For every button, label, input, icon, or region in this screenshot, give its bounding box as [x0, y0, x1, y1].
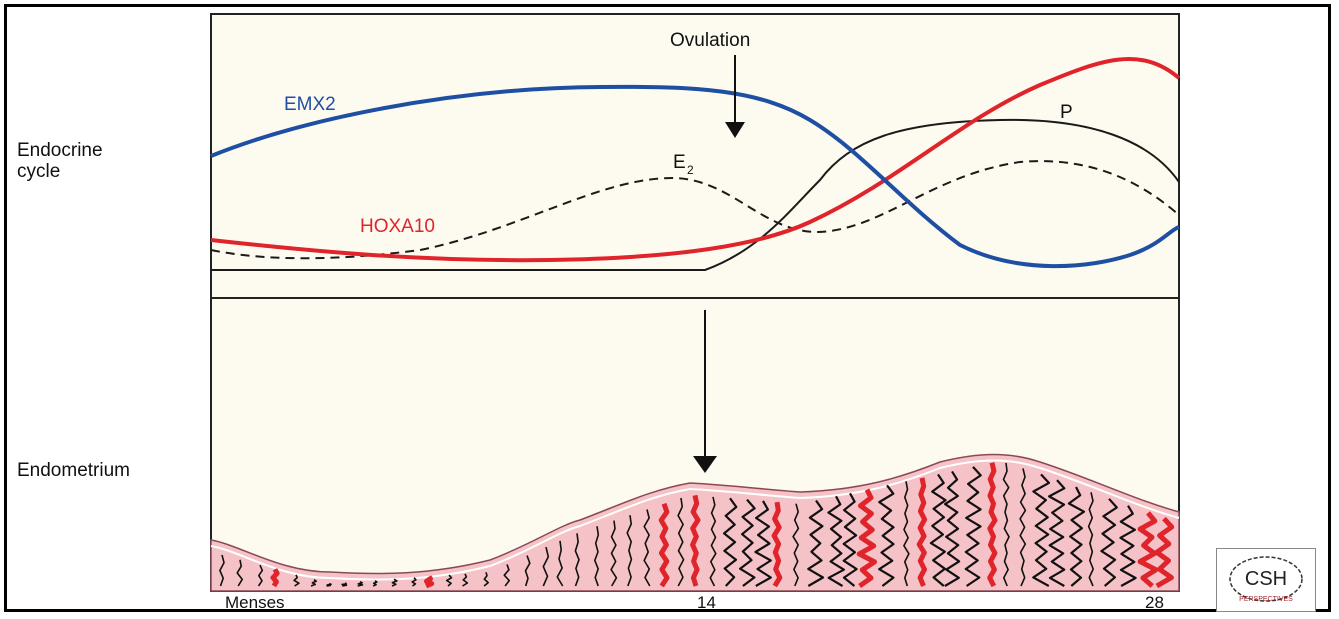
gland [1067, 486, 1086, 587]
gland [610, 520, 618, 587]
gland [556, 540, 564, 587]
endocrine-cycle-label: Endocrine cycle [17, 140, 103, 182]
gland [462, 573, 469, 587]
gland [916, 477, 928, 587]
csh-logo-badge: CSH PERSPECTIVES [1216, 548, 1316, 612]
gland [771, 501, 783, 588]
gland [1154, 516, 1175, 589]
gland [411, 577, 417, 587]
endometrium-surface [210, 459, 1180, 581]
gland [643, 509, 651, 587]
gland [677, 497, 685, 587]
e2-label: E [673, 152, 686, 173]
gland [445, 574, 453, 587]
gland [827, 495, 845, 587]
gland [792, 503, 800, 587]
progesterone-curve [211, 118, 1180, 271]
gland [723, 497, 738, 587]
gland [987, 462, 998, 588]
endometrium-label: Endometrium [17, 460, 130, 481]
endometrial-glands [219, 462, 1175, 589]
gland [754, 500, 772, 587]
gland [326, 582, 332, 587]
gland [219, 554, 225, 587]
gland [293, 574, 300, 587]
gland [1087, 492, 1094, 587]
hoxa10-label: HOXA10 [360, 216, 435, 237]
gland [1119, 505, 1137, 587]
p-label: P [1060, 102, 1073, 123]
gland [690, 494, 701, 587]
e2-subscript: 2 [687, 163, 694, 177]
emx2-curve [210, 84, 1180, 269]
gland [483, 572, 489, 587]
gland [424, 575, 435, 589]
gland [391, 578, 398, 587]
gland [372, 579, 378, 587]
gland [503, 564, 510, 587]
gland [626, 515, 633, 587]
gland [709, 496, 717, 587]
gland [964, 466, 982, 587]
gland [658, 502, 670, 588]
gland [270, 568, 280, 588]
gland [1048, 479, 1066, 587]
ovulation-arrow-head [725, 122, 745, 138]
gland [594, 526, 600, 587]
emx2-label: EMX2 [284, 94, 336, 115]
axis-menses: Menses [225, 593, 285, 612]
gland [357, 581, 364, 587]
axis-day-14: 14 [697, 593, 716, 612]
ovulation-label: Ovulation [670, 30, 750, 51]
gland [1032, 473, 1050, 587]
gland [542, 546, 550, 587]
gland [944, 470, 961, 587]
gland [1002, 462, 1010, 587]
transition-arrow-head [693, 456, 717, 473]
axis-day-28: 28 [1145, 593, 1164, 612]
gland [574, 533, 580, 587]
gland [929, 473, 947, 587]
gland [807, 499, 825, 587]
csh-logo-subtext: PERSPECTIVES [1239, 596, 1293, 603]
gland [524, 555, 531, 587]
gland [257, 564, 264, 587]
gland [1137, 511, 1159, 588]
gland [1019, 468, 1027, 587]
csh-logo: CSH PERSPECTIVES [1229, 556, 1303, 603]
csh-logo-text: CSH [1245, 568, 1287, 590]
estradiol-curve [210, 160, 1180, 260]
gland [903, 481, 910, 587]
gland [856, 488, 877, 589]
hoxa10-curve [210, 57, 1181, 263]
gland [310, 579, 318, 587]
gland [1100, 498, 1118, 587]
gland [341, 582, 348, 587]
gland [236, 559, 243, 587]
gland [842, 492, 858, 587]
gland [878, 484, 895, 587]
gland [739, 498, 756, 587]
